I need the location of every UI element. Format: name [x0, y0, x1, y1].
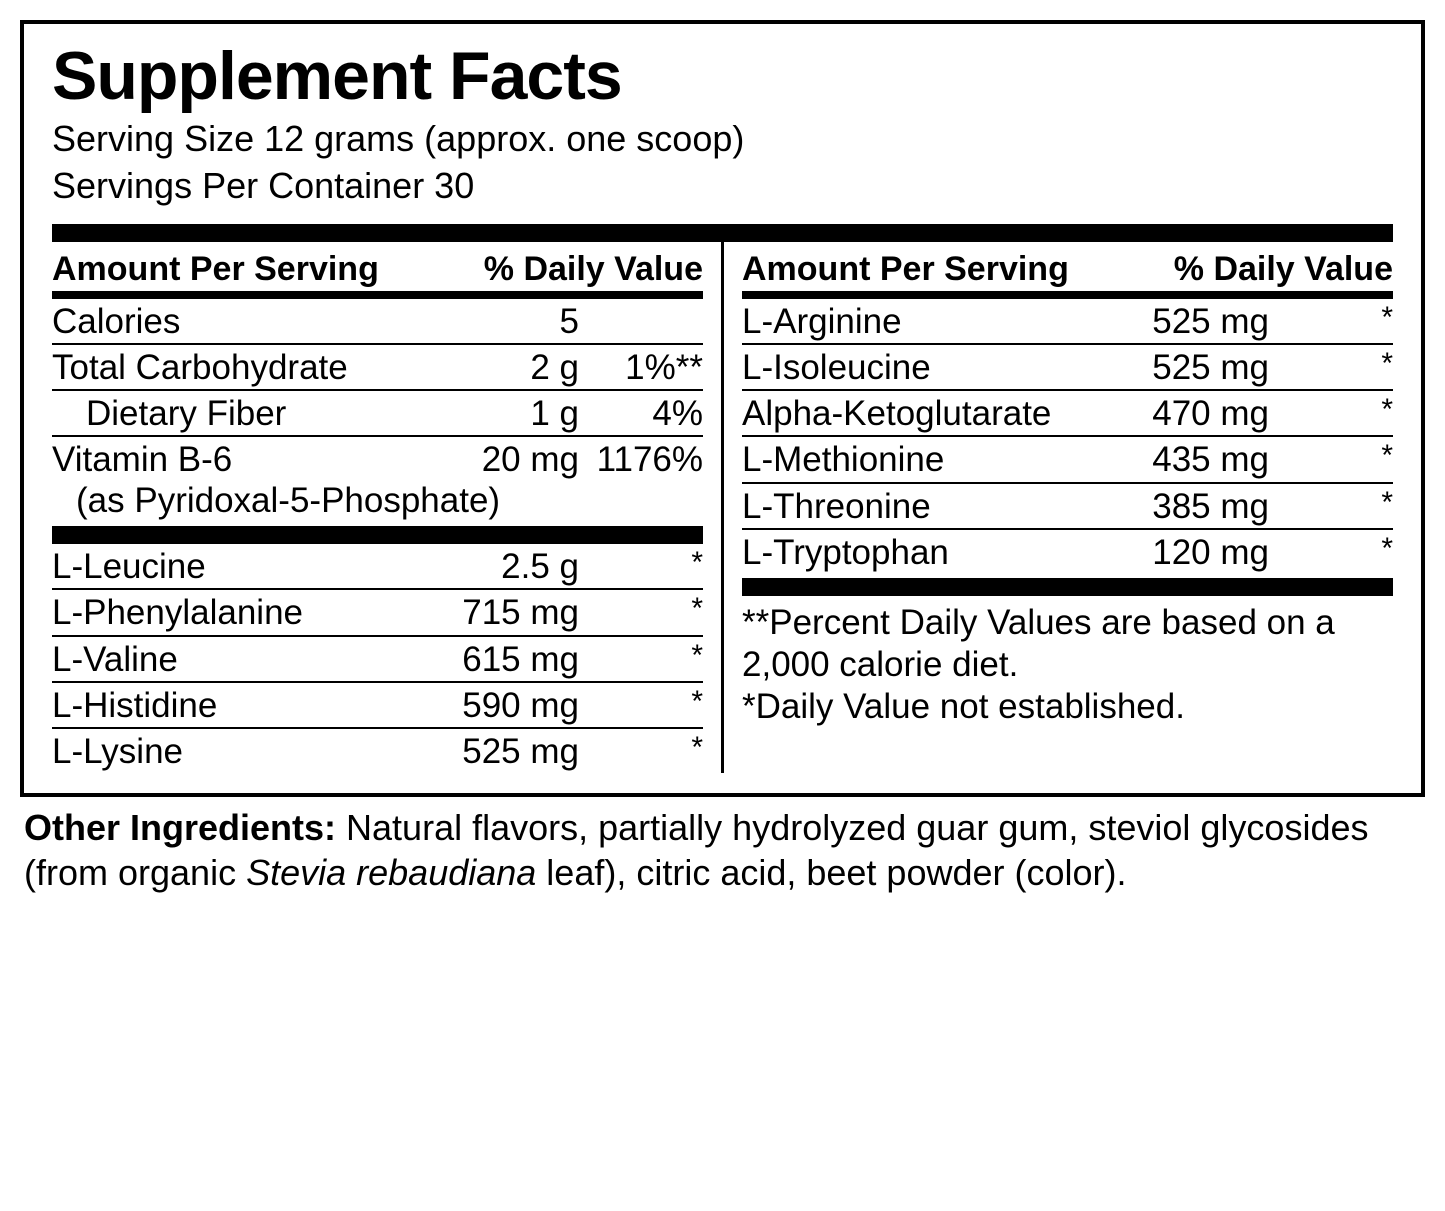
nutrient-row: Vitamin B-6 20 mg 1176%: [52, 435, 703, 481]
nutrient-amount: 525 mg: [1103, 348, 1283, 388]
nutrient-dv: *: [1283, 439, 1393, 474]
nutrient-name: L-Isoleucine: [742, 348, 1103, 388]
nutrient-row: L-Lysine 525 mg *: [52, 727, 703, 773]
nutrient-name: Total Carbohydrate: [52, 348, 413, 388]
nutrient-row: Dietary Fiber 1 g 4%: [52, 389, 703, 435]
nutrient-dv: *: [1283, 347, 1393, 382]
header-amount: Amount Per Serving: [52, 250, 443, 289]
nutrient-row: Alpha-Ketoglutarate 470 mg *: [742, 389, 1393, 435]
rule-medium: [52, 291, 703, 299]
column-right: Amount Per Serving % Daily Value L-Argin…: [721, 242, 1393, 774]
other-ingredients-em: Stevia rebaudiana: [246, 852, 536, 893]
facts-columns: Amount Per Serving % Daily Value Calorie…: [52, 242, 1393, 774]
nutrient-amount: 2 g: [413, 348, 593, 388]
thick-rule-top: [52, 224, 1393, 242]
nutrient-name: L-Phenylalanine: [52, 593, 413, 633]
serving-size: Serving Size 12 grams (approx. one scoop…: [52, 116, 1393, 163]
supplement-facts-panel: Supplement Facts Serving Size 12 grams (…: [20, 20, 1425, 797]
nutrient-row: Total Carbohydrate 2 g 1%**: [52, 343, 703, 389]
footnote-dv-basis: **Percent Daily Values are based on a 2,…: [742, 602, 1393, 686]
nutrient-amount: 2.5 g: [413, 547, 593, 587]
panel-title: Supplement Facts: [52, 42, 1393, 110]
nutrient-row: L-Arginine 525 mg *: [742, 299, 1393, 343]
nutrient-name: L-Threonine: [742, 487, 1103, 527]
nutrient-dv: *: [1283, 486, 1393, 521]
nutrient-row: L-Tryptophan 120 mg *: [742, 528, 1393, 574]
other-ingredients: Other Ingredients: Natural flavors, part…: [20, 797, 1425, 895]
nutrient-row: L-Threonine 385 mg *: [742, 482, 1393, 528]
other-ingredients-label: Other Ingredients:: [24, 807, 336, 848]
nutrient-dv: *: [593, 685, 703, 720]
nutrient-row: L-Histidine 590 mg *: [52, 681, 703, 727]
header-dv: % Daily Value: [443, 250, 703, 289]
nutrient-amount: 470 mg: [1103, 394, 1283, 434]
nutrient-dv: 1176%: [593, 440, 703, 480]
nutrient-amount: 715 mg: [413, 593, 593, 633]
nutrient-name: L-Tryptophan: [742, 533, 1103, 573]
nutrient-row: L-Leucine 2.5 g *: [52, 544, 703, 588]
thick-rule-mid: [52, 526, 703, 544]
nutrient-row: Calories 5: [52, 299, 703, 343]
nutrient-name: L-Methionine: [742, 440, 1103, 480]
nutrient-name: L-Histidine: [52, 686, 413, 726]
nutrient-amount: 120 mg: [1103, 533, 1283, 573]
footnotes: **Percent Daily Values are based on a 2,…: [742, 596, 1393, 728]
nutrient-row: L-Methionine 435 mg *: [742, 435, 1393, 481]
nutrient-subnote: (as Pyridoxal-5-Phosphate): [52, 482, 703, 527]
nutrient-name: L-Leucine: [52, 547, 413, 587]
nutrient-amount: 385 mg: [1103, 487, 1283, 527]
thick-rule-bottom: [742, 578, 1393, 596]
nutrient-dv: *: [593, 592, 703, 627]
column-header: Amount Per Serving % Daily Value: [742, 246, 1393, 291]
nutrient-amount: 1 g: [413, 394, 593, 434]
nutrient-dv: *: [593, 546, 703, 581]
nutrient-dv: 4%: [593, 394, 703, 434]
nutrient-dv: *: [1283, 532, 1393, 567]
nutrient-row: L-Valine 615 mg *: [52, 635, 703, 681]
nutrient-amount: 590 mg: [413, 686, 593, 726]
column-left: Amount Per Serving % Daily Value Calorie…: [52, 242, 721, 774]
nutrient-amount: 435 mg: [1103, 440, 1283, 480]
nutrient-amount: 615 mg: [413, 640, 593, 680]
nutrient-amount: 525 mg: [413, 732, 593, 772]
nutrient-name: L-Valine: [52, 640, 413, 680]
nutrient-dv: *: [593, 639, 703, 674]
rule-medium: [742, 291, 1393, 299]
nutrient-name: L-Lysine: [52, 732, 413, 772]
nutrient-name: Dietary Fiber: [52, 394, 413, 434]
column-header: Amount Per Serving % Daily Value: [52, 246, 703, 291]
header-dv: % Daily Value: [1133, 250, 1393, 289]
nutrient-name: Alpha-Ketoglutarate: [742, 394, 1103, 434]
nutrient-amount: 20 mg: [413, 440, 593, 480]
nutrient-name: L-Arginine: [742, 302, 1103, 342]
nutrient-row: L-Isoleucine 525 mg *: [742, 343, 1393, 389]
nutrient-dv: *: [1283, 301, 1393, 336]
nutrient-amount: 525 mg: [1103, 302, 1283, 342]
footnote-dv-not-established: *Daily Value not established.: [742, 686, 1393, 728]
nutrient-row: L-Phenylalanine 715 mg *: [52, 588, 703, 634]
nutrient-dv: *: [593, 731, 703, 766]
header-amount: Amount Per Serving: [742, 250, 1133, 289]
nutrient-dv: *: [1283, 393, 1393, 428]
nutrient-name: Vitamin B-6: [52, 440, 413, 480]
nutrient-amount: 5: [413, 302, 593, 342]
servings-per-container: Servings Per Container 30: [52, 163, 1393, 210]
nutrient-dv: 1%**: [593, 348, 703, 388]
other-ingredients-post: leaf), citric acid, beet powder (color).: [536, 852, 1126, 893]
nutrient-name: Calories: [52, 302, 413, 342]
